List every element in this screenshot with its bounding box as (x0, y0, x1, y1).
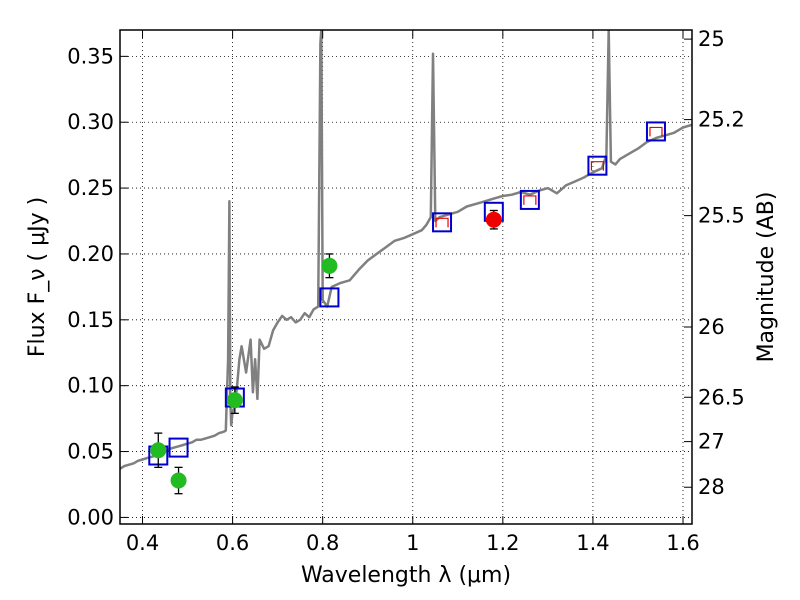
x-tick-label: 0.6 (216, 531, 249, 555)
x-tick-label: 0.4 (126, 531, 159, 555)
x-tick-label: 1.4 (576, 531, 609, 555)
model-photometry-square (519, 189, 540, 210)
observed-flux-point (321, 257, 338, 274)
observed-flux-step (435, 217, 449, 228)
y2-axis: 25 25.2 25.5 26 26.5 27 28 (684, 27, 745, 499)
x-axis-title: Wavelength λ (μm) (301, 563, 511, 588)
observed-flux-step (590, 161, 605, 171)
y-tick-label: 0.30 (67, 110, 114, 134)
observed-flux-point (150, 442, 167, 459)
y2-tick-label: 27 (698, 430, 725, 454)
y2-axis-title: Magnitude (AB) (754, 192, 779, 363)
model-spectrum-line (120, 30, 692, 470)
x-axis: 0.4 0.6 0.8 1 1.2 1.4 1.6 (126, 30, 700, 555)
x-tick-label: 1.2 (486, 531, 519, 555)
x-tick-label: 1.6 (666, 531, 699, 555)
model-photometry-square (319, 287, 340, 308)
model-photometry-square (645, 121, 666, 142)
y-axis: 0.00 0.05 0.10 0.15 0.20 0.25 0.30 0.35 (67, 44, 128, 529)
y-tick-label: 0.00 (67, 505, 114, 529)
x-tick-label: 0.8 (306, 531, 339, 555)
y-tick-label: 0.10 (67, 374, 114, 398)
y-tick-label: 0.05 (67, 440, 114, 464)
observed-flux-point (485, 211, 502, 228)
model-photometry-square (587, 155, 608, 176)
y-tick-label: 0.35 (67, 44, 114, 68)
y2-tick-label: 25.2 (698, 108, 745, 132)
y-tick-label: 0.20 (67, 242, 114, 266)
y-axis-title: Flux F_ν ( μJy ) (25, 197, 50, 357)
observed-flux-step (649, 126, 663, 137)
model-photometry-square (168, 437, 189, 458)
x-tick-label: 1 (406, 531, 419, 555)
y2-tick-label: 28 (698, 475, 725, 499)
grid (120, 30, 692, 524)
y-tick-label: 0.25 (67, 176, 114, 200)
plot-frame (119, 29, 693, 525)
observed-flux-point (170, 472, 187, 489)
plot-background (120, 30, 692, 524)
observed-flux-point (226, 392, 243, 409)
y2-tick-label: 25 (698, 27, 725, 51)
observed-flux-step (523, 195, 537, 205)
y2-tick-label: 25.5 (698, 204, 745, 228)
errorbars (150, 209, 502, 495)
model-photometry-square (432, 212, 453, 233)
y2-tick-label: 26.5 (698, 385, 745, 409)
y2-tick-label: 26 (698, 315, 725, 339)
y-tick-label: 0.15 (67, 308, 114, 332)
